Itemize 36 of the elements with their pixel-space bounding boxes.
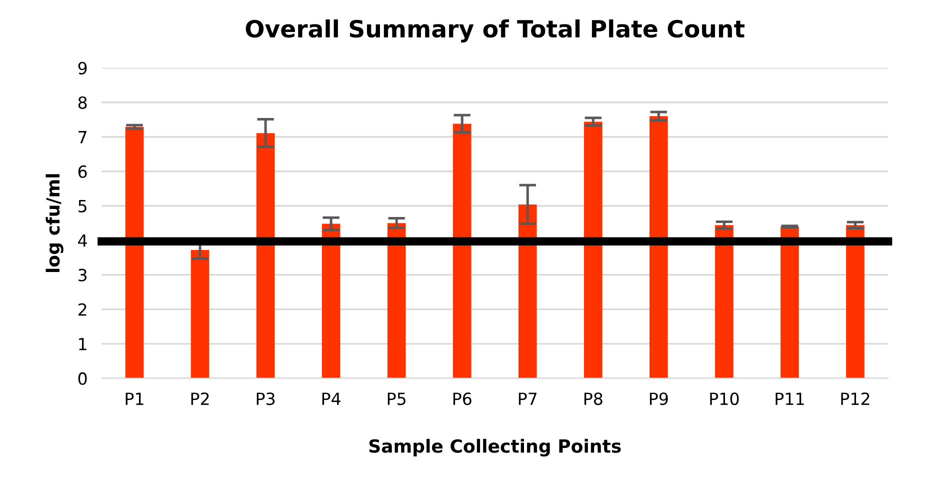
bar xyxy=(125,126,144,378)
y-axis-title: log cfu/ml xyxy=(46,174,64,272)
chart-title: Overall Summary of Total Plate Count xyxy=(246,19,745,42)
bar xyxy=(846,225,864,378)
y-tick-label: 3 xyxy=(78,268,87,282)
bar xyxy=(650,116,668,378)
bar xyxy=(256,133,275,378)
x-tick-label: P11 xyxy=(776,392,804,405)
x-tick-label: P4 xyxy=(322,392,340,405)
y-tick-label: 0 xyxy=(78,372,87,385)
y-tick-label: 4 xyxy=(78,234,87,247)
x-tick-label: P3 xyxy=(256,392,275,406)
x-tick-label: P1 xyxy=(126,392,144,405)
x-tick-label: P2 xyxy=(191,392,209,405)
y-tick-label: 5 xyxy=(78,200,86,212)
x-tick-label: P8 xyxy=(584,392,602,406)
x-tick-label: P6 xyxy=(453,392,472,406)
y-tick-label: 9 xyxy=(78,62,87,74)
bar xyxy=(715,225,734,378)
x-tick-label: P9 xyxy=(650,392,668,406)
y-tick-label: 6 xyxy=(78,165,87,178)
bar xyxy=(190,250,210,378)
x-tick-label: P10 xyxy=(710,392,739,406)
y-tick-label: 7 xyxy=(78,131,86,144)
y-tick-label: 2 xyxy=(78,303,86,316)
x-tick-label: P5 xyxy=(388,392,406,406)
bar xyxy=(584,122,602,378)
x-tick-label: P7 xyxy=(518,392,537,405)
x-tick-label: P12 xyxy=(841,392,870,405)
bar xyxy=(780,226,799,378)
bar xyxy=(387,223,406,378)
bar xyxy=(518,204,537,378)
x-axis-title: Sample Collecting Points xyxy=(369,438,621,456)
y-tick-label: 8 xyxy=(78,96,87,109)
bar xyxy=(452,124,472,378)
y-tick-label: 1 xyxy=(79,338,86,350)
